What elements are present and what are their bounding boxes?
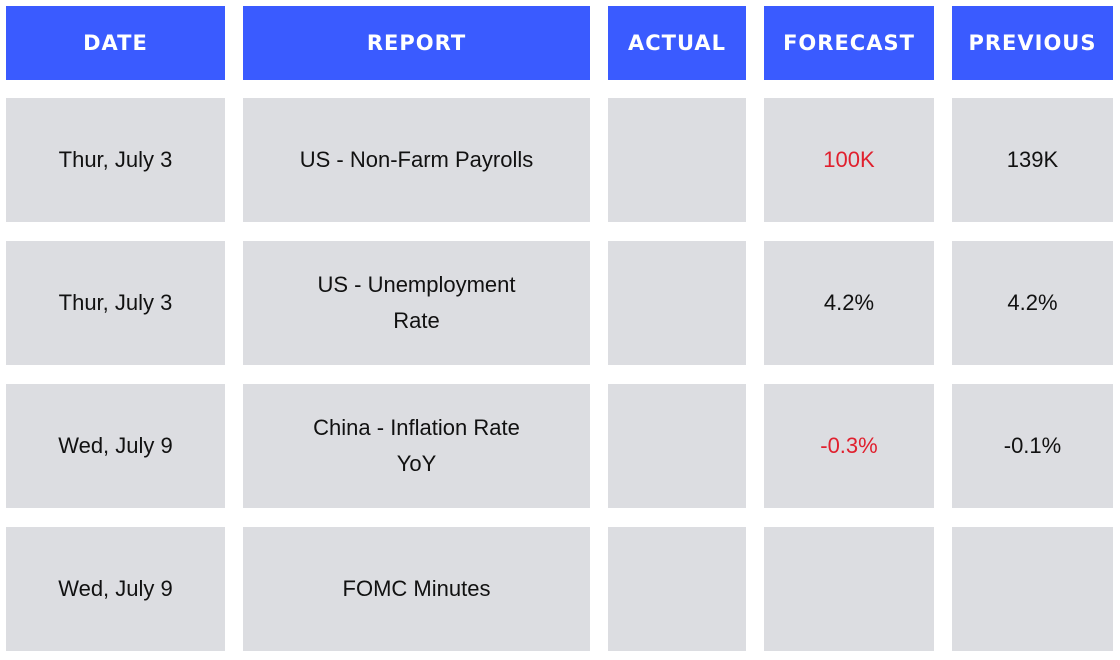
header-text: REPORT (366, 31, 467, 55)
cell-text: 139K (1006, 147, 1059, 172)
header-cell: FORECAST (764, 6, 934, 80)
table-cell: FOMC Minutes (243, 527, 590, 651)
header-cell: PREVIOUS (952, 6, 1113, 80)
table-cell: 139K (952, 98, 1113, 222)
cell-text: 4.2% (823, 290, 875, 315)
table-cell (608, 98, 746, 222)
cell-text: -0.3% (820, 433, 878, 458)
cell-text: Thur, July 3 (58, 290, 173, 315)
cell-text: US - Non-Farm Payrolls (299, 147, 534, 172)
table-cell (952, 527, 1113, 651)
table-cell (764, 527, 934, 651)
table-cell: US - Unemployment Rate (243, 241, 590, 365)
table-cell: -0.1% (952, 384, 1113, 508)
table-cell: US - Non-Farm Payrolls (243, 98, 590, 222)
table-cell (608, 527, 746, 651)
table-cell: Wed, July 9 (6, 384, 225, 508)
cell-text: FOMC Minutes (342, 576, 491, 601)
header-cell: ACTUAL (608, 6, 746, 80)
header-text: DATE (83, 31, 148, 55)
cell-text: Wed, July 9 (58, 433, 173, 458)
header-text: ACTUAL (627, 31, 727, 55)
cell-text: 100K (823, 147, 875, 172)
header-text: FORECAST (783, 31, 915, 55)
table-cell (608, 384, 746, 508)
table-cell: 100K (764, 98, 934, 222)
cell-text: Thur, July 3 (58, 147, 173, 172)
header-text: PREVIOUS (968, 31, 1097, 55)
cell-text: 4.2% (1007, 290, 1058, 315)
table-cell: Wed, July 9 (6, 527, 225, 651)
cell-text: -0.1% (1003, 433, 1062, 458)
header-cell: REPORT (243, 6, 590, 80)
table-cell (608, 241, 746, 365)
table-cell: 4.2% (952, 241, 1113, 365)
header-cell: DATE (6, 6, 225, 80)
table-cell: China - Inflation Rate YoY (243, 384, 590, 508)
table-cell: 4.2% (764, 241, 934, 365)
cell-text: China - Inflation Rate YoY (313, 415, 520, 476)
table-cell: Thur, July 3 (6, 98, 225, 222)
table-cell: Thur, July 3 (6, 241, 225, 365)
cell-text: US - Unemployment Rate (317, 272, 516, 333)
cell-text: Wed, July 9 (58, 576, 173, 601)
table-cell: -0.3% (764, 384, 934, 508)
